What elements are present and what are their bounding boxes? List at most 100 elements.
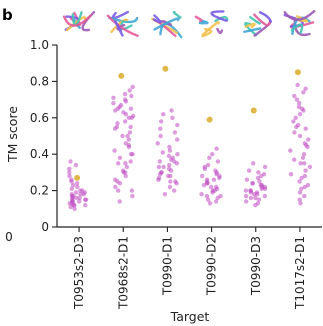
model-point — [128, 106, 134, 111]
protein-structure-icon — [151, 10, 183, 39]
model-point — [300, 155, 306, 160]
model-point — [69, 186, 75, 191]
model-point — [200, 173, 205, 179]
model-point — [121, 110, 126, 115]
model-point — [128, 124, 133, 130]
model-point — [204, 193, 210, 199]
model-point — [126, 137, 131, 142]
y-tick-label: 0 — [41, 220, 49, 234]
model-point — [155, 141, 160, 146]
reference-point — [206, 116, 213, 123]
model-point — [303, 126, 308, 131]
model-point — [202, 164, 207, 170]
model-point — [170, 115, 175, 121]
model-point — [118, 102, 124, 108]
model-point — [302, 161, 307, 166]
model-point — [111, 101, 116, 106]
model-point — [69, 177, 74, 182]
protein-structure-icon — [62, 11, 96, 32]
reference-point — [162, 65, 169, 72]
model-point — [130, 193, 135, 199]
model-point — [159, 170, 164, 175]
model-point — [246, 168, 252, 173]
model-point — [302, 193, 307, 199]
x-tick-label: T0990-D2 — [205, 236, 219, 296]
x-tick-label: T0990-D1 — [160, 236, 174, 296]
model-point — [298, 161, 303, 166]
model-point — [253, 195, 258, 201]
model-point — [288, 148, 293, 153]
model-point — [301, 152, 307, 157]
model-point — [209, 184, 214, 190]
model-point — [302, 173, 308, 179]
model-point — [167, 162, 172, 168]
model-point — [172, 130, 178, 135]
model-point — [306, 137, 311, 142]
model-point — [255, 201, 261, 206]
protein-structure-icon — [283, 9, 316, 37]
model-point — [117, 199, 122, 204]
model-point — [77, 199, 82, 204]
structure-thumbnails — [62, 9, 316, 39]
model-point — [75, 184, 80, 190]
model-point — [74, 181, 80, 186]
model-point — [123, 119, 128, 124]
model-point — [162, 192, 168, 197]
model-point — [172, 188, 177, 193]
reference-point — [250, 107, 257, 114]
model-point — [70, 182, 76, 188]
stray-zero-label: 0 — [5, 230, 13, 244]
model-point — [117, 155, 123, 160]
model-point — [115, 121, 120, 126]
model-point — [248, 195, 254, 201]
model-point — [291, 119, 296, 124]
model-point — [170, 155, 175, 160]
model-point — [248, 188, 253, 193]
model-point — [297, 133, 303, 139]
model-point — [292, 93, 297, 99]
model-point — [158, 133, 163, 139]
model-point — [159, 119, 164, 124]
model-point — [207, 201, 213, 206]
model-point — [244, 177, 250, 182]
model-point — [111, 95, 116, 101]
y-tick-label: 0.6 — [30, 111, 49, 125]
y-tick-label: 0.2 — [30, 184, 49, 198]
model-point — [129, 93, 134, 99]
model-point — [161, 164, 166, 170]
model-point — [205, 162, 211, 168]
model-point — [67, 166, 72, 171]
y-axis-title: TM score — [5, 106, 20, 163]
data-points — [67, 65, 313, 211]
x-axis: T0953s2-D3 T0968s2-D1 T0990-D1 T0990-D2 T099… — [57, 226, 322, 310]
model-point — [129, 188, 135, 193]
model-point — [167, 184, 173, 190]
model-point — [299, 175, 304, 181]
protein-structure-icon — [243, 11, 272, 37]
reference-point — [118, 72, 125, 79]
model-point — [168, 179, 173, 184]
model-point — [123, 170, 128, 175]
model-point — [294, 97, 300, 102]
model-point — [259, 182, 264, 188]
model-point — [123, 173, 128, 179]
model-point — [262, 193, 267, 199]
x-tick-label: T0968s2-D1 — [116, 236, 130, 310]
model-point — [293, 115, 298, 121]
model-point — [77, 195, 83, 201]
model-point — [128, 159, 133, 164]
model-point — [129, 115, 134, 121]
model-point — [297, 197, 302, 202]
model-point — [307, 164, 313, 170]
model-point — [292, 157, 297, 162]
model-point — [213, 168, 218, 173]
model-point — [158, 126, 163, 131]
model-point — [297, 179, 302, 184]
x-tick-label: T0990-D3 — [249, 236, 263, 296]
model-point — [199, 192, 204, 197]
model-point — [297, 190, 303, 195]
model-point — [130, 152, 135, 157]
model-point — [251, 161, 256, 166]
model-point — [68, 159, 73, 164]
